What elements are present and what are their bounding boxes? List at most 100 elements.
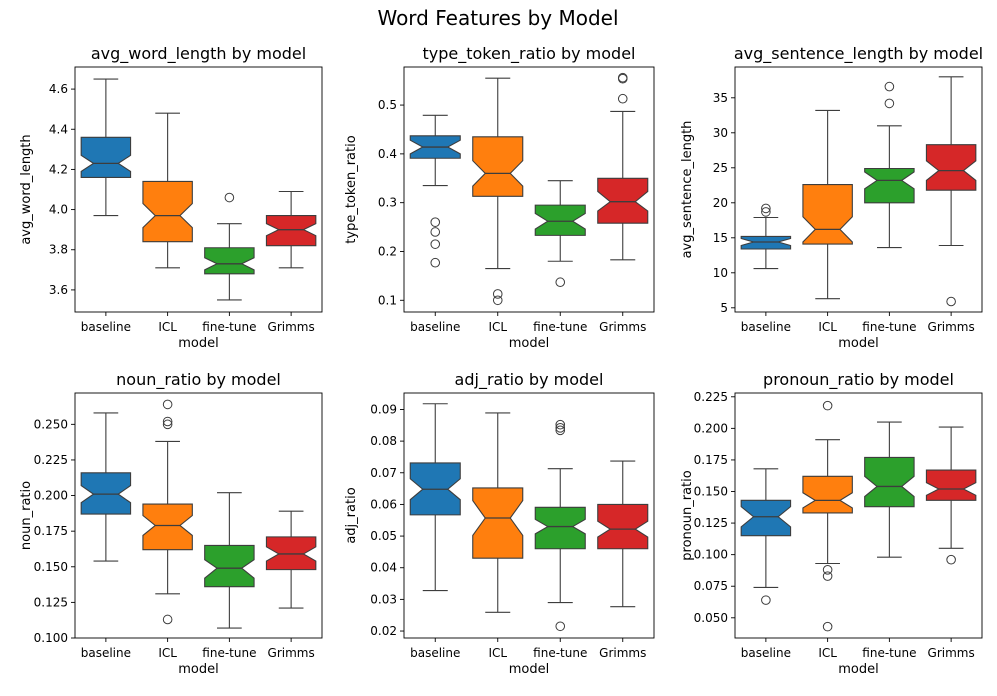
x-axis-label: model bbox=[509, 336, 549, 351]
subplot-5: adj_ratio by model 0.02 0.03 0.04 0.05 0.06 0.… bbox=[344, 370, 655, 677]
x-tick-label: fine-tune bbox=[202, 320, 256, 334]
y-tick-label: 0.03 bbox=[370, 592, 397, 606]
y-tick-label: 3.6 bbox=[49, 283, 68, 297]
x-tick-label: ICL bbox=[158, 646, 177, 660]
axes-frame bbox=[734, 392, 983, 639]
x-tick-label: fine-tune bbox=[533, 320, 587, 334]
box-body bbox=[864, 456, 915, 508]
box-fine-tune bbox=[534, 180, 586, 288]
box-body bbox=[265, 215, 317, 247]
box-fine-tune bbox=[534, 419, 586, 632]
box-body bbox=[80, 136, 132, 178]
outlier-point bbox=[946, 554, 956, 565]
x-tick-label: Grimms bbox=[268, 646, 315, 660]
outlier-point bbox=[430, 217, 441, 227]
box-Grimms bbox=[925, 426, 977, 565]
y-tick-label: 0.1 bbox=[378, 293, 397, 307]
outlier-point bbox=[430, 239, 441, 249]
y-tick-label: 0.3 bbox=[378, 196, 397, 210]
box-Grimms bbox=[597, 72, 649, 261]
box-body bbox=[740, 235, 792, 250]
box-Grimms bbox=[597, 460, 649, 608]
outlier-point bbox=[946, 296, 956, 307]
x-tick-label: ICL bbox=[488, 646, 507, 660]
outlier-point bbox=[617, 73, 628, 84]
y-axis-label: avg_word_length bbox=[19, 134, 34, 244]
box-baseline bbox=[80, 412, 132, 562]
subplot-3: avg_sentence_length by model 5 10 15 20 25 30 3… bbox=[680, 44, 983, 351]
x-tick-label: Grimms bbox=[268, 320, 315, 334]
y-tick-label: 0.150 bbox=[34, 560, 68, 574]
outlier-point bbox=[761, 203, 771, 214]
outlier-point bbox=[884, 81, 895, 92]
y-tick-label: 20 bbox=[713, 196, 728, 210]
y-tick-label: 3.8 bbox=[49, 243, 68, 257]
box-ICL bbox=[802, 109, 853, 300]
outlier-point bbox=[761, 595, 771, 605]
box-body bbox=[534, 204, 586, 236]
outlier-point bbox=[162, 614, 173, 625]
y-tick-label: 4.2 bbox=[49, 162, 68, 176]
subplot-2: type_token_ratio by model 0.1 0.2 0.3 0.4 0.5… bbox=[344, 44, 655, 351]
box-baseline bbox=[740, 203, 792, 270]
axes-frame bbox=[74, 66, 323, 313]
axes-frame bbox=[734, 66, 983, 313]
outlier-point bbox=[822, 621, 833, 632]
box-fine-tune bbox=[864, 421, 915, 558]
x-tick-label: ICL bbox=[818, 646, 837, 660]
x-tick-label: baseline bbox=[741, 646, 791, 660]
subplot-6: pronoun_ratio by model 0.050 0.075 0.100 0.1… bbox=[680, 370, 983, 677]
y-tick-label: 0.125 bbox=[34, 595, 68, 609]
y-axis-label: pronoun_ratio bbox=[680, 470, 695, 560]
outlier-point bbox=[761, 207, 771, 217]
box-body bbox=[802, 475, 853, 514]
outlier-point bbox=[617, 93, 628, 104]
axes-frame bbox=[403, 392, 655, 639]
y-tick-label: 0.4 bbox=[378, 147, 397, 161]
y-tick-label: 4.4 bbox=[49, 122, 68, 136]
y-tick-label: 0.04 bbox=[370, 561, 397, 575]
box-body bbox=[80, 472, 132, 515]
box-baseline bbox=[409, 114, 461, 268]
y-tick-label: 0.100 bbox=[34, 631, 68, 645]
outlier-point bbox=[162, 419, 173, 430]
x-axis-label: model bbox=[178, 336, 218, 351]
y-tick-label: 0.100 bbox=[694, 548, 728, 562]
x-tick-label: fine-tune bbox=[202, 646, 256, 660]
subplot-title: adj_ratio by model bbox=[455, 370, 604, 390]
y-tick-label: 0.2 bbox=[378, 244, 397, 258]
subplot-1: avg_word_length by model 3.6 3.8 4.0 4.2 4.4 4… bbox=[19, 44, 323, 351]
x-tick-label: fine-tune bbox=[862, 646, 916, 660]
y-tick-label: 0.150 bbox=[694, 485, 728, 499]
outlier-point bbox=[555, 621, 566, 632]
subplot-title: type_token_ratio by model bbox=[423, 44, 636, 64]
box-body bbox=[534, 506, 586, 550]
x-tick-label: baseline bbox=[81, 646, 131, 660]
outlier-point bbox=[555, 277, 566, 288]
outlier-point bbox=[492, 289, 503, 299]
box-body bbox=[925, 144, 977, 191]
y-axis-label: adj_ratio bbox=[344, 487, 359, 543]
y-tick-label: 0.05 bbox=[370, 529, 397, 543]
box-baseline bbox=[80, 78, 132, 217]
outlier-point bbox=[492, 295, 503, 306]
outlier-point bbox=[822, 571, 833, 581]
x-tick-label: baseline bbox=[410, 320, 460, 334]
y-axis-label: type_token_ratio bbox=[344, 135, 359, 243]
box-fine-tune bbox=[204, 492, 255, 629]
x-tick-label: fine-tune bbox=[862, 320, 916, 334]
y-tick-label: 0.075 bbox=[694, 579, 728, 593]
box-ICL bbox=[142, 399, 193, 625]
x-tick-label: baseline bbox=[741, 320, 791, 334]
box-body bbox=[802, 184, 853, 245]
outlier-point bbox=[884, 98, 895, 109]
outlier-point bbox=[430, 227, 441, 237]
box-body bbox=[204, 544, 255, 588]
x-tick-label: ICL bbox=[818, 320, 837, 334]
box-body bbox=[864, 167, 915, 204]
x-axis-label: model bbox=[509, 662, 549, 677]
box-baseline bbox=[740, 468, 792, 605]
y-tick-label: 4.6 bbox=[49, 82, 68, 96]
box-fine-tune bbox=[864, 81, 915, 249]
